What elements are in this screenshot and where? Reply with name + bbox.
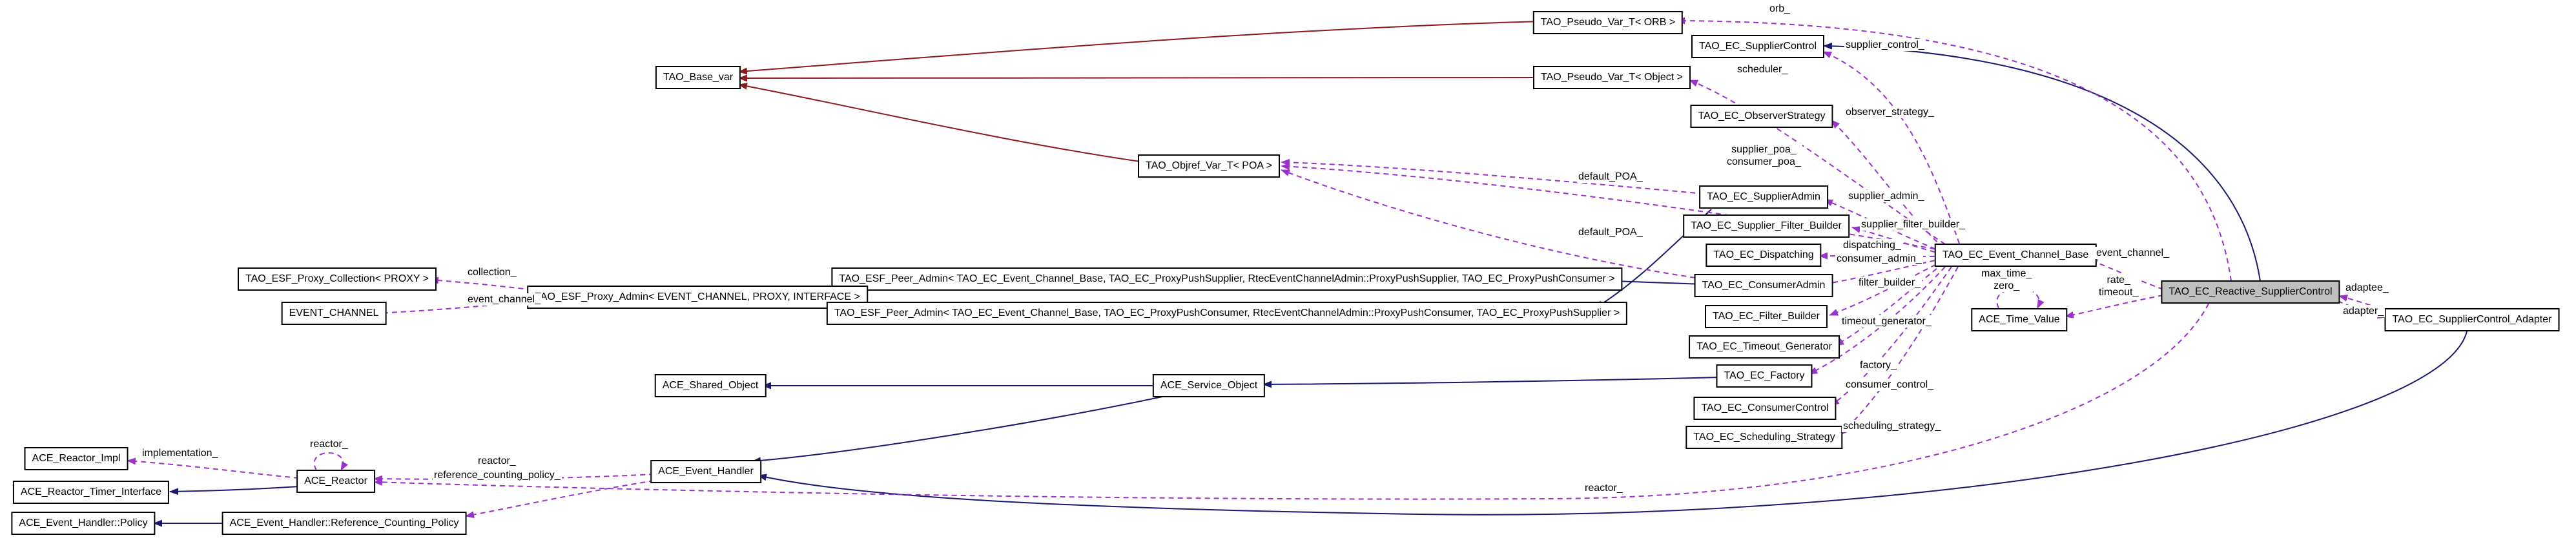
edge-label-consumer-control: consumer_control_ [1844,379,1935,391]
node-ace-reactor[interactable]: ACE_Reactor [296,470,375,493]
node-tao-ec-dispatching[interactable]: TAO_EC_Dispatching [1705,244,1822,267]
edge-label-reference-counting-policy: reference_counting_policy_ [433,469,562,481]
node-tao-objref-var-t-poa[interactable]: TAO_Objref_Var_T< POA > [1138,154,1280,178]
edge-label-dispatching: dispatching_ [1842,239,1902,251]
edge-reference-counting-policy [465,480,655,519]
node-tao-esf-peer-admin-supplier[interactable]: TAO_ESF_Peer_Admin< TAO_EC_Event_Channel… [831,267,1623,291]
edge-label-default-poa-supplier: default_POA_ [1577,171,1644,183]
edge-label-timeout-generator: timeout_generator_ [1840,315,1933,328]
node-tao-esf-proxy-admin[interactable]: TAO_ESF_Proxy_Admin< EVENT_CHANNEL, PROX… [527,286,868,309]
node-tao-ec-event-channel-base[interactable]: TAO_EC_Event_Channel_Base [1934,244,2097,267]
edge-inherit-objref-var-poa-base-var [738,82,1140,162]
edge-label-rate-timeout: rate_ timeout_ [2097,274,2140,298]
edge-inherit-pseudo-var-orb-base-var [738,21,1542,75]
edge-label-reactor-self: reactor_ [309,438,349,450]
edge-label-event-channel-proxy-admin: event_channel_ [466,293,542,306]
edge-scheduling-strategy [1840,266,1959,435]
edge-label-event-channel: event_channel_ [2095,247,2170,259]
edge-label-reactor-event-handler: reactor_ [477,455,517,467]
edge-inherit-adapter-event-handler [757,331,2468,516]
node-tao-ec-supplier-filter-builder[interactable]: TAO_EC_Supplier_Filter_Builder [1683,214,1850,238]
edge-label-filter-builder: filter_builder_ [1857,276,1922,289]
edge-consumer-control [1830,266,1952,406]
edge-label-supplier-admin: supplier_admin_ [1847,190,1926,202]
edge-factory [1808,266,1946,375]
node-ace-reactor-impl[interactable]: ACE_Reactor_Impl [24,447,129,470]
node-ace-event-handler-policy[interactable]: ACE_Event_Handler::Policy [11,512,156,535]
edge-observer-strategy [1831,120,1944,249]
node-tao-ec-reactive-suppliercontrol[interactable]: TAO_EC_Reactive_SupplierControl [2161,280,2340,304]
edge-label-factory: factory_ [1859,359,1898,371]
node-tao-ec-suppliercontrol[interactable]: TAO_EC_SupplierControl [1691,35,1825,58]
node-tao-ec-suppliercontrol-adapter[interactable]: TAO_EC_SupplierControl_Adapter [2384,308,2560,331]
node-tao-ec-factory[interactable]: TAO_EC_Factory [1716,364,1813,388]
edge-inherit-reactor-timer-interface [169,486,300,496]
edge-filter-builder [1829,260,1944,316]
edge-label-default-poa-consumer: default_POA_ [1577,226,1644,238]
edge-label-supplier-poa-consumer-poa: supplier_poa_ consumer_poa_ [1726,143,1802,168]
edge-label-scheduler: scheduler_ [1736,63,1789,76]
node-ace-event-handler-reference-counting-policy[interactable]: ACE_Event_Handler::Reference_Counting_Po… [222,512,467,535]
node-tao-esf-proxy-collection[interactable]: TAO_ESF_Proxy_Collection< PROXY > [238,267,437,291]
edge-supplier-control [1822,51,1960,244]
node-ace-shared-object[interactable]: ACE_Shared_Object [654,374,767,397]
edge-label-reactor-reactive: reactor_ [1583,482,1624,494]
node-ace-reactor-timer-interface[interactable]: ACE_Reactor_Timer_Interface [12,481,170,504]
edge-default-poa-consumer-admin [1281,169,1705,280]
node-event-channel[interactable]: EVENT_CHANNEL [281,302,387,325]
node-tao-pseudo-var-t-object[interactable]: TAO_Pseudo_Var_T< Object > [1533,66,1691,89]
edge-label-observer-strategy: observer_strategy_ [1844,106,1935,118]
edge-label-collection: collection_ [466,266,518,278]
node-tao-ec-scheduling-strategy[interactable]: TAO_EC_Scheduling_Strategy [1685,426,1843,449]
node-tao-ec-consumercontrol[interactable]: TAO_EC_ConsumerControl [1693,397,1837,420]
node-tao-pseudo-var-t-orb[interactable]: TAO_Pseudo_Var_T< ORB > [1532,11,1684,34]
node-tao-ec-consumeradmin[interactable]: TAO_EC_ConsumerAdmin [1694,274,1833,297]
edge-rate-timeout [2065,295,2164,318]
node-ace-event-handler[interactable]: ACE_Event_Handler [650,460,761,483]
node-tao-ec-timeout-generator[interactable]: TAO_EC_Timeout_Generator [1689,335,1840,359]
edge-label-implementation: implementation_ [141,447,220,459]
edge-reactor-self [314,452,349,471]
edge-orb [1676,17,2232,282]
edge-label-orb: orb_ [1768,3,1792,15]
node-tao-ec-filter-builder[interactable]: TAO_EC_Filter_Builder [1705,305,1828,328]
edge-inherit-reactive-suppliercontrol [1823,42,2261,282]
edge-default-poa-supplier-admin [1281,158,1705,194]
edge-event-channel-reactive [2088,259,2164,290]
node-tao-ec-observerstrategy[interactable]: TAO_EC_ObserverStrategy [1690,105,1833,128]
edge-reactor-reactive [373,303,2209,500]
edge-inherit-service-object-event-handler [752,396,1163,464]
edge-label-supplier-control: supplier_control_ [1844,39,1926,51]
edge-inherit-factory-service-object [1262,377,1721,388]
node-tao-base-var[interactable]: TAO_Base_var [655,66,741,89]
edge-implementation [127,457,300,479]
node-ace-service-object[interactable]: ACE_Service_Object [1152,374,1266,397]
edge-label-max-time-zero: max_time_ zero_ [1980,267,2034,292]
edge-supplier-poa-consumer-poa [1281,163,1944,251]
node-tao-esf-peer-admin-consumer[interactable]: TAO_ESF_Peer_Admin< TAO_EC_Event_Channel… [826,302,1628,325]
edge-label-consumer-admin: consumer_admin_ [1835,253,1923,265]
edge-timeout-generator [1835,262,1944,346]
node-tao-ec-supplieradmin[interactable]: TAO_EC_SupplierAdmin [1699,185,1828,209]
edge-label-supplier-filter-builder: supplier_filter_builder_ [1860,218,1966,231]
edge-label-adapter: adapter_ [2342,305,2385,317]
edge-label-adaptee: adaptee_ [2344,282,2390,294]
node-ace-time-value[interactable]: ACE_Time_Value [1971,308,2068,331]
edge-label-scheduling-strategy: scheduling_strategy_ [1842,420,1942,432]
